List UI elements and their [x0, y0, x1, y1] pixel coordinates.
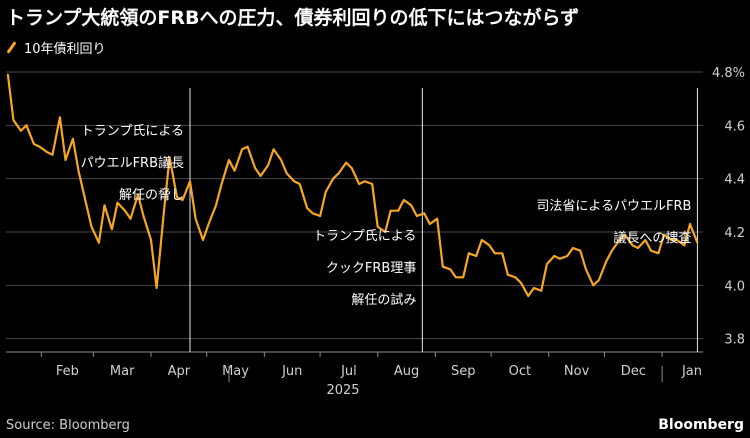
y-tick-label: 4.2	[724, 226, 745, 241]
bloomberg-logo: Bloomberg	[658, 417, 744, 433]
x-tick-label: Oct	[509, 364, 531, 379]
x-tick-label: Mar	[110, 364, 135, 379]
source-note: Source: Bloomberg	[6, 418, 130, 433]
x-tick-label: Jan	[681, 364, 702, 379]
x-tick-label: Aug	[394, 364, 419, 379]
x-axis-label: 2025	[326, 383, 359, 398]
annotation-text: 解任の試み	[351, 292, 416, 308]
x-tick-label: Apr	[168, 364, 191, 379]
annotation-text: 解任の脅し	[119, 188, 184, 203]
x-tick-label: Feb	[56, 364, 79, 379]
y-tick-label: 3.8	[724, 333, 745, 348]
legend: 10年債利回り	[6, 38, 106, 57]
annotation-text: パウエルFRB議長	[81, 156, 184, 171]
series-line	[6, 73, 699, 298]
chart-title: トランプ大統領のFRBへの圧力、債券利回りの低下にはつながらず	[6, 7, 580, 29]
y-tick-label: 4.4	[724, 173, 745, 188]
series-group	[6, 73, 699, 298]
legend-label: 10年債利回り	[24, 41, 106, 57]
event-lines	[189, 88, 698, 352]
annotation-text: クックFRB理事	[326, 261, 416, 276]
x-tick-label: Sep	[451, 364, 476, 379]
gridlines	[6, 71, 703, 353]
annotation-text: 議長への捜査	[613, 231, 691, 246]
x-tick-label: Jun	[281, 364, 302, 379]
x-axis: Feb Mar Apr May Jun Jul Aug Sep Oct Nov Dec Jan 2025	[40, 352, 702, 398]
annotation-text: トランプ氏による	[81, 124, 184, 139]
x-tick-label: Dec	[621, 364, 646, 379]
x-tick-label: Jul	[340, 364, 357, 379]
x-tick-label: May	[222, 364, 249, 379]
y-tick-label: 4.8%	[712, 66, 745, 81]
annotation-text: トランプ氏による	[313, 229, 416, 244]
annotation-text: 司法省によるパウエルFRB	[536, 199, 691, 214]
annotations: トランプ氏によるパウエルFRB議長解任の脅しトランプ氏によるクックFRB理事解任…	[81, 124, 692, 308]
x-tick-label: Nov	[564, 364, 590, 379]
y-tick-label: 4.6	[724, 119, 745, 134]
y-axis: 3.8 4.0 4.2 4.4 4.6 4.8%	[712, 66, 745, 348]
y-tick-label: 4.0	[724, 279, 745, 294]
